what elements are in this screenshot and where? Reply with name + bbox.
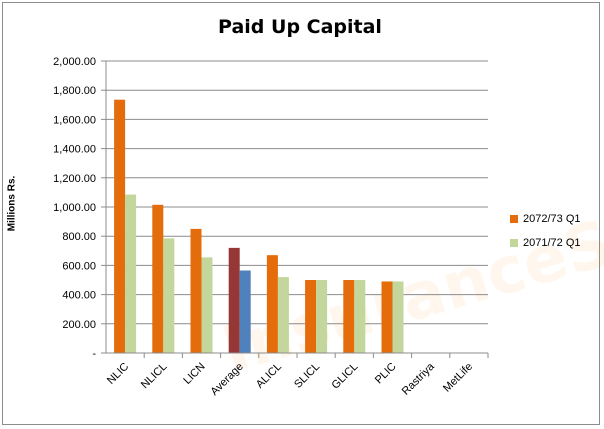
legend-label: 2071/72 Q1 xyxy=(523,237,581,249)
bar-nlicl-series-1 xyxy=(152,204,164,353)
bar-alicl-series-1 xyxy=(266,255,278,353)
y-tick-label: 2,000.00 xyxy=(53,56,96,68)
x-tick-label: ALICL xyxy=(254,361,284,391)
bar-nlicl-series-2 xyxy=(163,238,175,353)
y-tick-label: 1,400.00 xyxy=(53,144,96,156)
y-tick-label: 1,000.00 xyxy=(53,202,96,214)
chart-title: Paid Up Capital xyxy=(218,16,382,38)
chart-frame xyxy=(2,2,600,425)
x-tick-label: MetLife xyxy=(441,361,475,395)
y-tick-label: - xyxy=(92,348,96,360)
bar-nlic-series-2 xyxy=(125,194,137,353)
y-tick-label: 600.00 xyxy=(62,260,96,272)
x-tick-label: Average xyxy=(208,361,245,398)
x-tick-label: SLICL xyxy=(292,361,322,391)
bar-licn-series-2 xyxy=(201,257,213,353)
x-tick-label: PLIC xyxy=(373,361,399,387)
bar-nlic-series-1 xyxy=(114,99,126,353)
bar-plic-series-1 xyxy=(381,281,393,353)
legend-swatch xyxy=(510,215,518,223)
x-tick-label: GLICL xyxy=(329,361,360,392)
legend-swatch xyxy=(510,239,518,247)
bar-average-series-2 xyxy=(239,270,251,353)
y-tick-label: 1,200.00 xyxy=(53,173,96,185)
legend-label: 2072/73 Q1 xyxy=(523,213,581,225)
bar-plic-series-2 xyxy=(392,281,404,353)
x-tick-label: NLICL xyxy=(139,361,170,392)
x-tick-label: LICN xyxy=(181,361,207,387)
bar-glicl-series-1 xyxy=(343,280,355,353)
y-tick-label: 200.00 xyxy=(62,319,96,331)
y-tick-label: 800.00 xyxy=(62,231,96,243)
y-tick-label: 400.00 xyxy=(62,290,96,302)
bar-average-series-1 xyxy=(228,247,240,353)
bar-slicl-series-2 xyxy=(316,280,328,353)
y-tick-label: 1,800.00 xyxy=(53,85,96,97)
bar-alicl-series-2 xyxy=(277,277,289,353)
x-tick-label: NLIC xyxy=(105,361,131,387)
bar-glicl-series-2 xyxy=(354,280,366,353)
bar-slicl-series-1 xyxy=(305,280,317,353)
legend: 2072/73 Q1 2071/72 Q1 xyxy=(510,212,581,260)
x-tick-label: Rastriya xyxy=(400,360,438,398)
y-tick-label: 1,600.00 xyxy=(53,114,96,126)
legend-item: 2071/72 Q1 xyxy=(510,236,581,250)
bar-licn-series-1 xyxy=(190,228,202,353)
legend-item: 2072/73 Q1 xyxy=(510,212,581,226)
